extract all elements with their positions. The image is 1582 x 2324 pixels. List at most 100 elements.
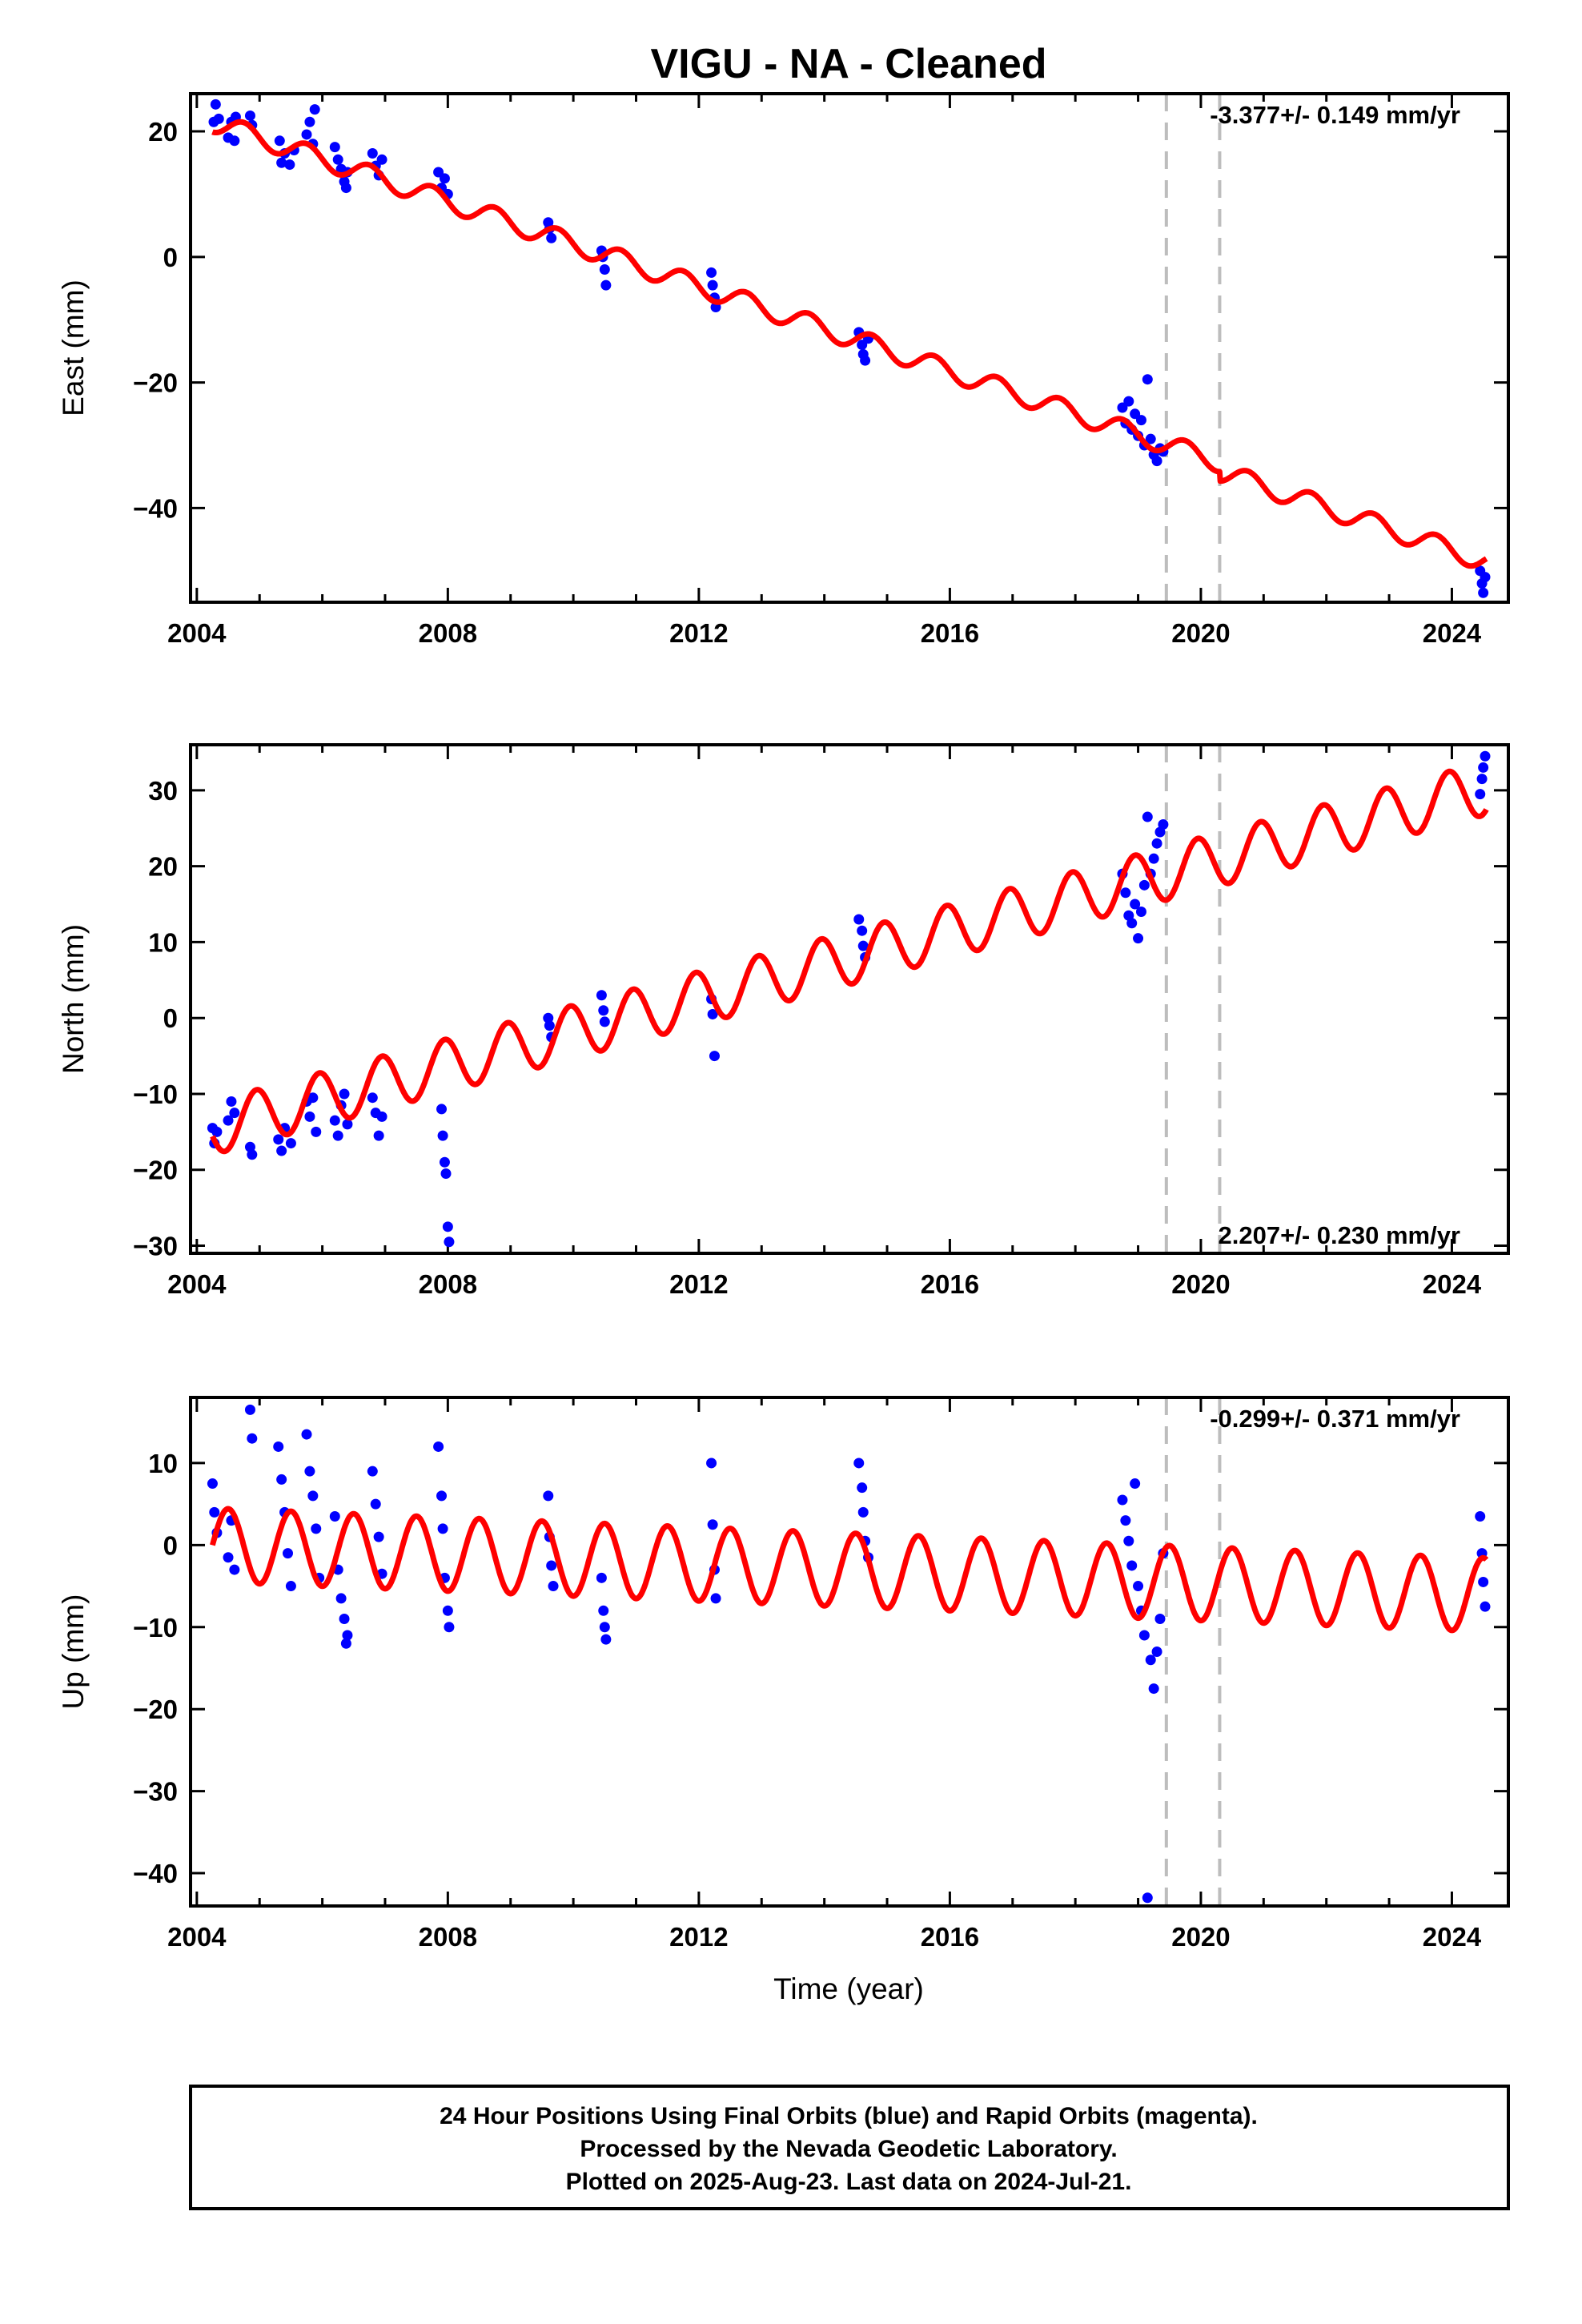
observation-point — [543, 1490, 554, 1502]
panel-east: 2004 2008 2012 2016 2020 2024 −40 −20 0 20 East (m… — [57, 92, 1510, 648]
x-tick-label: 2004 — [167, 618, 227, 648]
observation-point — [273, 1441, 284, 1452]
y-tick-label: −40 — [133, 493, 178, 523]
observation-point — [1135, 907, 1146, 918]
observation-point — [1151, 838, 1162, 849]
observation-point — [373, 1130, 384, 1141]
observation-point — [282, 1548, 293, 1559]
observation-point — [1123, 396, 1134, 407]
observation-point — [596, 990, 607, 1001]
x-tick-label: 2020 — [1171, 1269, 1230, 1299]
observation-point — [342, 1119, 353, 1130]
observation-point — [436, 1104, 448, 1115]
observation-point — [209, 1506, 220, 1518]
observation-point — [285, 1138, 296, 1149]
x-tick-label: 2008 — [419, 1922, 477, 1952]
observation-point — [1478, 587, 1489, 598]
observation-point — [309, 104, 320, 115]
observation-point — [342, 1630, 353, 1641]
observation-point — [1478, 1576, 1489, 1587]
observation-point — [1148, 853, 1159, 864]
observation-point — [229, 1108, 240, 1119]
observation-point — [301, 1429, 312, 1440]
observation-point — [1475, 1511, 1486, 1522]
y-tick-label: −10 — [133, 1613, 178, 1642]
y-tick-label: −20 — [133, 1695, 178, 1724]
model-fit-line — [210, 768, 1489, 1155]
y-tick-label: −30 — [133, 1232, 178, 1261]
observation-point — [853, 1458, 865, 1469]
observation-point — [439, 173, 450, 184]
observation-point — [1142, 1892, 1153, 1904]
observation-point — [442, 1605, 453, 1616]
y-tick-label: −10 — [133, 1080, 178, 1109]
footer-line-3: Plotted on 2025-Aug-23. Last data on 202… — [566, 2169, 1132, 2195]
observation-point — [1130, 899, 1141, 910]
observation-point — [304, 1466, 315, 1477]
observation-point — [274, 135, 285, 147]
observation-point — [301, 129, 312, 140]
panels-layer: 2004 2008 2012 2016 2020 2024 −40 −20 0 20 East (m… — [57, 92, 1510, 1952]
y-axis-label: North (mm) — [57, 924, 90, 1074]
x-tick-label: 2016 — [921, 1922, 979, 1952]
x-axis-label: Time (year) — [773, 1972, 924, 2005]
x-tick-label: 2016 — [921, 1269, 979, 1299]
observation-point — [1123, 1535, 1134, 1546]
observation-point — [436, 1490, 448, 1502]
observation-point — [207, 1478, 218, 1490]
plot-frame — [189, 92, 1510, 604]
observation-point — [710, 1593, 721, 1604]
y-axis-label: Up (mm) — [57, 1594, 90, 1710]
observation-point — [1120, 887, 1131, 899]
observation-point — [340, 1638, 351, 1649]
observation-point — [210, 99, 221, 110]
plot-background — [191, 1397, 1508, 1906]
observation-point — [1478, 762, 1489, 773]
observation-point — [709, 1051, 720, 1062]
observation-point — [1151, 1647, 1162, 1657]
observation-point — [439, 1156, 450, 1168]
observation-point — [244, 1404, 255, 1415]
observation-point — [276, 1145, 287, 1156]
observation-point — [1130, 1478, 1141, 1490]
observation-point — [367, 147, 378, 159]
observation-point — [437, 1523, 448, 1534]
observation-point — [273, 1134, 284, 1145]
observation-point — [1145, 433, 1156, 444]
observation-point — [1158, 819, 1169, 830]
observation-point — [857, 925, 868, 936]
observation-point — [707, 1008, 718, 1019]
observation-point — [1135, 415, 1146, 426]
observation-point — [600, 1634, 612, 1645]
observation-point — [311, 1523, 322, 1534]
y-tick-label: 0 — [163, 1530, 178, 1560]
observation-point — [244, 110, 255, 121]
observation-point — [276, 1474, 287, 1485]
observation-point — [223, 1115, 234, 1126]
x-tick-label: 2024 — [1423, 618, 1482, 648]
observation-point — [437, 1130, 448, 1141]
panel-up: 2004 2008 2012 2016 2020 2024 −40 −30 −20 −10 0 10 U… — [57, 1396, 1510, 1952]
y-tick-label: −40 — [133, 1859, 178, 1888]
x-tick-label: 2024 — [1423, 1922, 1482, 1952]
observation-point — [332, 154, 343, 165]
x-tick-label: 2004 — [167, 1269, 227, 1299]
observation-point — [1476, 774, 1488, 785]
observation-point — [596, 1572, 607, 1583]
observation-point — [857, 940, 869, 951]
observation-point — [544, 1020, 555, 1031]
x-tick-label: 2016 — [921, 618, 979, 648]
chart-title: VIGU - NA - Cleaned — [650, 41, 1046, 87]
observation-point — [1475, 789, 1486, 800]
observation-point — [247, 1433, 258, 1444]
observation-point — [707, 279, 718, 291]
observation-point — [1126, 1560, 1138, 1571]
observation-point — [1142, 811, 1153, 822]
observation-point — [329, 1511, 340, 1522]
observation-point — [307, 1490, 319, 1502]
observation-point — [853, 914, 865, 925]
y-axis-label: East (mm) — [57, 279, 90, 416]
plot-frame — [189, 743, 1510, 1255]
observation-point — [226, 1096, 237, 1107]
